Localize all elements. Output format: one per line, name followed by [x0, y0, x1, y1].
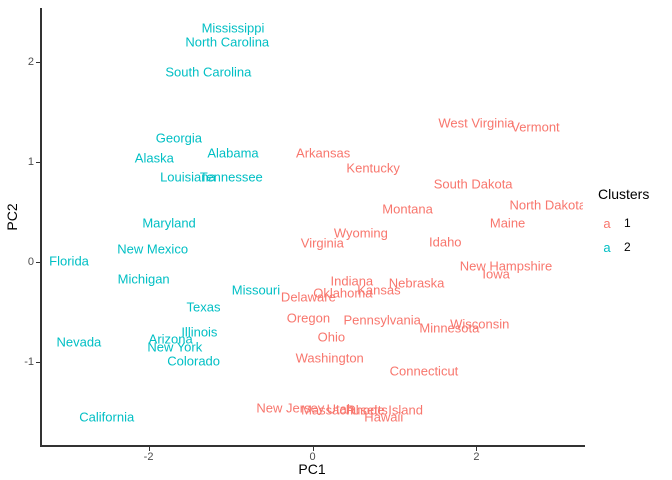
x-tick-label: 0: [309, 451, 316, 463]
state-label: Minnesota: [419, 320, 480, 336]
legend-title: Clusters: [598, 186, 650, 202]
state-label: Kentucky: [346, 160, 400, 176]
state-label: Alabama: [207, 145, 259, 161]
y-tick-label: 0: [27, 256, 34, 268]
state-label: Maryland: [142, 215, 196, 231]
state-label: Texas: [186, 299, 221, 315]
state-label: Georgia: [155, 130, 202, 146]
state-label: Wyoming: [333, 225, 388, 241]
legend-item-label: 2: [624, 240, 631, 254]
y-axis-line: [40, 8, 42, 447]
state-label: Illinois: [181, 324, 218, 340]
state-label: Missouri: [231, 282, 281, 298]
x-tick-mark: [312, 447, 314, 451]
state-label: Connecticut: [389, 363, 459, 379]
state-label: Colorado: [167, 353, 221, 369]
state-label: South Dakota: [433, 176, 513, 192]
legend-item-label: 1: [624, 216, 631, 230]
state-label: Ohio: [317, 329, 346, 345]
state-label: New York: [147, 339, 203, 355]
x-tick-label: -2: [143, 451, 154, 463]
x-tick-mark: [148, 447, 150, 451]
state-label: Kansas: [357, 282, 401, 298]
state-label: Idaho: [429, 234, 462, 250]
state-label: Massachusetts: [301, 402, 388, 418]
y-tick-mark: [36, 362, 40, 363]
state-label: Nebraska: [388, 275, 445, 291]
state-label: Arizona: [148, 331, 193, 347]
state-label: North Carolina: [185, 34, 270, 50]
state-label: Arkansas: [296, 145, 351, 161]
state-label: Tennessee: [199, 169, 263, 185]
state-label: Washington: [295, 350, 364, 366]
y-tick-label: 1: [27, 156, 34, 168]
state-label: Louisiana: [160, 169, 216, 185]
state-label: Utah: [326, 401, 355, 417]
state-label: West Virginia: [438, 115, 515, 131]
y-axis-title: PC2: [4, 203, 20, 231]
state-label: Delaware: [280, 289, 336, 305]
state-label: Vermont: [511, 119, 560, 135]
state-label: South Carolina: [165, 64, 252, 80]
state-label: California: [79, 409, 135, 425]
state-label: Pennsylvania: [343, 312, 421, 328]
state-label: North Dakota: [509, 197, 583, 213]
legend-key-glyph: a: [603, 239, 611, 255]
state-label: Oklahoma: [313, 285, 373, 301]
x-tick-mark: [476, 447, 478, 451]
state-label: Oregon: [286, 310, 331, 326]
state-label: Michigan: [117, 271, 170, 287]
state-label: Nevada: [56, 334, 102, 350]
plot-panel: Arkansas Kentucky West Virginia Vermont Sout…: [42, 8, 583, 446]
state-label: New Hampshire: [459, 258, 553, 274]
state-label: Alaska: [134, 150, 174, 166]
state-label: Virginia: [300, 235, 344, 251]
x-axis-title: PC1: [298, 461, 326, 477]
state-label: Mississippi: [201, 20, 265, 36]
state-label: Rhode Island: [346, 402, 423, 418]
legend-key-glyph: a: [603, 215, 611, 231]
state-label: Florida: [49, 253, 89, 269]
y-tick-mark: [36, 262, 40, 263]
x-tick-label: 2: [473, 451, 480, 463]
state-label: Wisconsin: [450, 316, 510, 332]
state-label: Iowa: [482, 266, 510, 282]
y-tick-mark: [36, 62, 40, 63]
x-axis-line: [40, 445, 585, 447]
state-label: New Mexico: [117, 241, 189, 257]
y-tick-label: -1: [24, 356, 34, 368]
state-label: Indiana: [330, 273, 374, 289]
state-label: Montana: [382, 201, 433, 217]
y-tick-mark: [36, 162, 40, 163]
y-tick-label: 2: [27, 56, 34, 68]
state-label: New Jersey: [256, 400, 325, 416]
state-label: Hawaii: [364, 409, 404, 425]
state-label: Maine: [489, 215, 526, 231]
